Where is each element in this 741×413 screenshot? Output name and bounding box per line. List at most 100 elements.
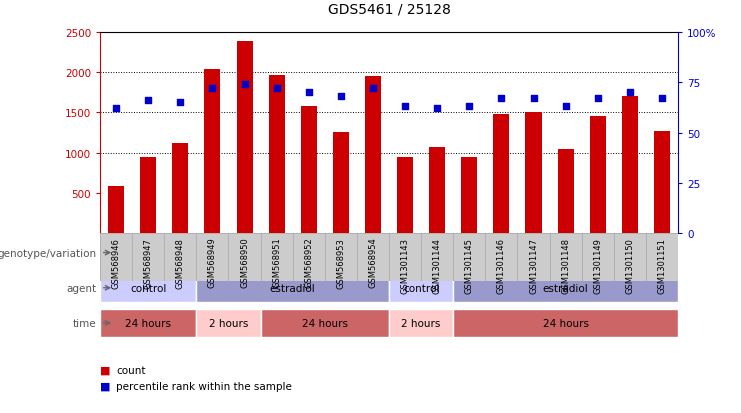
Bar [293,233,325,281]
Bar [453,233,485,281]
Bar [389,274,453,302]
Bar [261,233,293,281]
Text: GSM1301150: GSM1301150 [625,237,634,293]
Text: count: count [116,365,146,375]
Text: 24 hours: 24 hours [125,318,171,328]
Bar [485,233,517,281]
Bar [557,149,574,233]
Point [559,104,571,110]
Text: GSM1301145: GSM1301145 [465,237,473,293]
Bar [397,157,413,233]
Text: control: control [130,283,167,293]
Text: GSM1301149: GSM1301149 [594,237,602,293]
Text: time: time [73,318,96,328]
Bar [453,309,678,337]
Text: GSM1301151: GSM1301151 [657,237,666,293]
Point [496,96,508,102]
Bar [654,132,670,233]
Point [367,86,379,93]
Bar [550,233,582,281]
Bar [429,147,445,233]
Bar [357,233,389,281]
Text: agent: agent [66,283,96,293]
Text: GSM568948: GSM568948 [176,237,185,288]
Bar [172,144,188,233]
Text: GSM568946: GSM568946 [112,237,121,288]
Bar [196,274,389,302]
Bar [365,77,381,233]
Text: GSM568951: GSM568951 [272,237,281,288]
Bar [590,117,605,233]
Point [335,94,347,100]
Bar [525,113,542,233]
Text: percentile rank within the sample: percentile rank within the sample [116,381,292,391]
Bar [494,115,510,233]
Point [110,106,122,112]
Point [303,90,315,96]
Text: GSM1301146: GSM1301146 [497,237,506,293]
Bar [140,157,156,233]
Bar [100,233,132,281]
Point [399,104,411,110]
Text: estradiol: estradiol [270,283,316,293]
Text: WT: WT [236,248,253,258]
Bar [268,76,285,233]
Bar [228,233,261,281]
Point [239,82,250,88]
Bar [100,309,196,337]
Point [207,86,219,93]
Point [528,96,539,102]
Bar [196,233,228,281]
Bar [100,239,389,267]
Bar [236,42,253,233]
Text: GSM568952: GSM568952 [305,237,313,288]
Text: ■: ■ [100,365,110,375]
Text: control: control [403,283,439,293]
Text: 24 hours: 24 hours [542,318,588,328]
Text: GSM568949: GSM568949 [208,237,217,288]
Text: GSM568954: GSM568954 [368,237,377,288]
Bar [614,233,646,281]
Bar [453,274,678,302]
Bar [205,70,221,233]
Text: GSM1301144: GSM1301144 [433,237,442,293]
Text: GSM568950: GSM568950 [240,237,249,288]
Bar [421,233,453,281]
Bar [646,233,678,281]
Point [431,106,443,112]
Text: ■: ■ [100,381,110,391]
Point [624,90,636,96]
Bar [132,233,165,281]
Text: estradiol: estradiol [542,283,588,293]
Text: 2 hours: 2 hours [209,318,248,328]
Bar [333,133,349,233]
Text: cKO: cKO [523,248,544,258]
Text: 24 hours: 24 hours [302,318,348,328]
Bar [301,107,316,233]
Point [463,104,475,110]
Bar [108,187,124,233]
Text: GDS5461 / 25128: GDS5461 / 25128 [328,2,451,17]
Text: 2 hours: 2 hours [402,318,441,328]
Text: GSM1301148: GSM1301148 [561,237,570,293]
Point [142,98,154,104]
Point [656,96,668,102]
Bar [517,233,550,281]
Bar [389,239,678,267]
Bar [582,233,614,281]
Text: GSM1301147: GSM1301147 [529,237,538,293]
Text: genotype/variation: genotype/variation [0,248,96,258]
Bar [100,274,196,302]
Bar [165,233,196,281]
Bar [261,309,389,337]
Point [270,86,282,93]
Point [174,100,186,107]
Bar [325,233,357,281]
Bar [389,309,453,337]
Bar [622,97,638,233]
Text: GSM568947: GSM568947 [144,237,153,288]
Text: GSM1301143: GSM1301143 [401,237,410,293]
Text: GSM568953: GSM568953 [336,237,345,288]
Point [592,96,604,102]
Bar [461,157,477,233]
